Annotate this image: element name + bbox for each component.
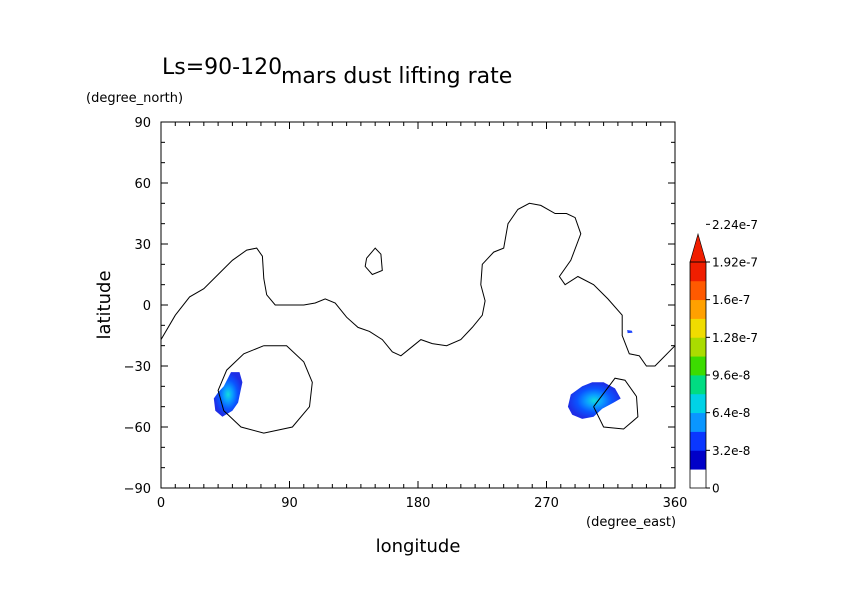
colorbar-swatch: [690, 318, 706, 338]
y-tick-label: −30: [124, 360, 151, 375]
x-axis-label: longitude: [376, 536, 461, 557]
colorbar-label: 9.6e-8: [712, 369, 750, 383]
y-tick-label: 90: [134, 116, 151, 131]
colorbar-label: 1.6e-7: [712, 293, 750, 307]
colorbar-swatch: [690, 262, 706, 282]
chart-title: mars dust lifting rate: [281, 64, 512, 89]
colorbar-swatch: [690, 450, 706, 470]
colorbar-label: 1.92e-7: [712, 256, 758, 270]
y-tick-label: 0: [143, 299, 151, 314]
colorbar-label: 6.4e-8: [712, 406, 750, 420]
colorbar-label: 2.24e-7: [712, 218, 758, 232]
x-tick-label: 90: [281, 496, 298, 511]
y-tick-label: 30: [134, 238, 151, 253]
topography-contours: [161, 202, 675, 434]
x-tick-label: 360: [663, 496, 688, 511]
colorbar-swatch: [690, 393, 706, 414]
y-axis: 90 60 30 0 −30 −60 −90: [124, 116, 675, 497]
colorbar-swatch: [690, 412, 706, 432]
x-axis: 0 90 180 270 360: [157, 122, 688, 511]
dust-patch: [567, 382, 621, 419]
topography-contour-line: [593, 377, 639, 430]
y-axis-label: latitude: [94, 270, 115, 339]
topography-contour-line: [161, 202, 675, 367]
colorbar-swatch: [690, 375, 706, 395]
topography-contour-line: [364, 247, 383, 276]
y-units-label: (degree_north): [86, 91, 183, 106]
colorbar-swatch: [690, 469, 706, 489]
y-tick-label: −60: [124, 421, 151, 436]
topography-contour-line: [217, 345, 313, 434]
season-label: Ls=90-120: [162, 55, 282, 80]
colorbar-label: 0: [712, 482, 720, 496]
dust-patch: [213, 372, 243, 417]
dust-patches: [213, 330, 633, 419]
colorbar-swatch: [690, 356, 706, 376]
colorbar-swatch: [690, 280, 706, 301]
x-tick-label: 180: [406, 496, 431, 511]
colorbar-swatch: [690, 337, 706, 357]
y-tick-label: −90: [124, 482, 151, 497]
colorbar: 0 3.2e-8 6.4e-8 9.6e-8 1.28e-7 1.6e-7 1.92e-7 2…: [689, 218, 758, 496]
colorbar-label: 3.2e-8: [712, 444, 750, 458]
y-tick-label: 60: [134, 177, 151, 192]
colorbar-swatch: [690, 299, 706, 319]
colorbar-extend-triangle: [689, 232, 707, 263]
plot-frame: [160, 121, 676, 489]
x-tick-label: 0: [157, 496, 165, 511]
x-tick-label: 270: [534, 496, 559, 511]
x-units-label: (degree_east): [586, 515, 676, 530]
colorbar-label: 1.28e-7: [712, 331, 758, 345]
dust-patch: [627, 330, 633, 334]
colorbar-swatch: [690, 431, 706, 451]
